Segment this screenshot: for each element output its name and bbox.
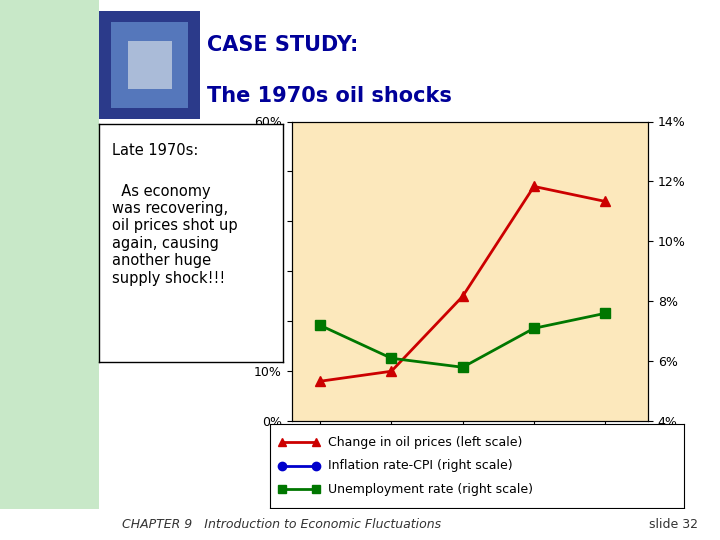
Bar xyxy=(112,22,188,108)
Bar xyxy=(127,41,172,89)
Text: Inflation rate-CPI (right scale): Inflation rate-CPI (right scale) xyxy=(328,459,513,472)
Text: CASE STUDY:: CASE STUDY: xyxy=(207,35,358,55)
Text: Change in oil prices (left scale): Change in oil prices (left scale) xyxy=(328,436,522,449)
Text: As economy
was recovering,
oil prices shot up
again, causing
another huge
supply: As economy was recovering, oil prices sh… xyxy=(112,184,238,286)
Text: The 1970s oil shocks: The 1970s oil shocks xyxy=(207,86,451,106)
Text: Late 1970s:: Late 1970s: xyxy=(112,143,199,158)
Text: CHAPTER 9   Introduction to Economic Fluctuations: CHAPTER 9 Introduction to Economic Fluct… xyxy=(122,518,441,531)
Text: slide 32: slide 32 xyxy=(649,518,698,531)
Text: Unemployment rate (right scale): Unemployment rate (right scale) xyxy=(328,483,533,496)
